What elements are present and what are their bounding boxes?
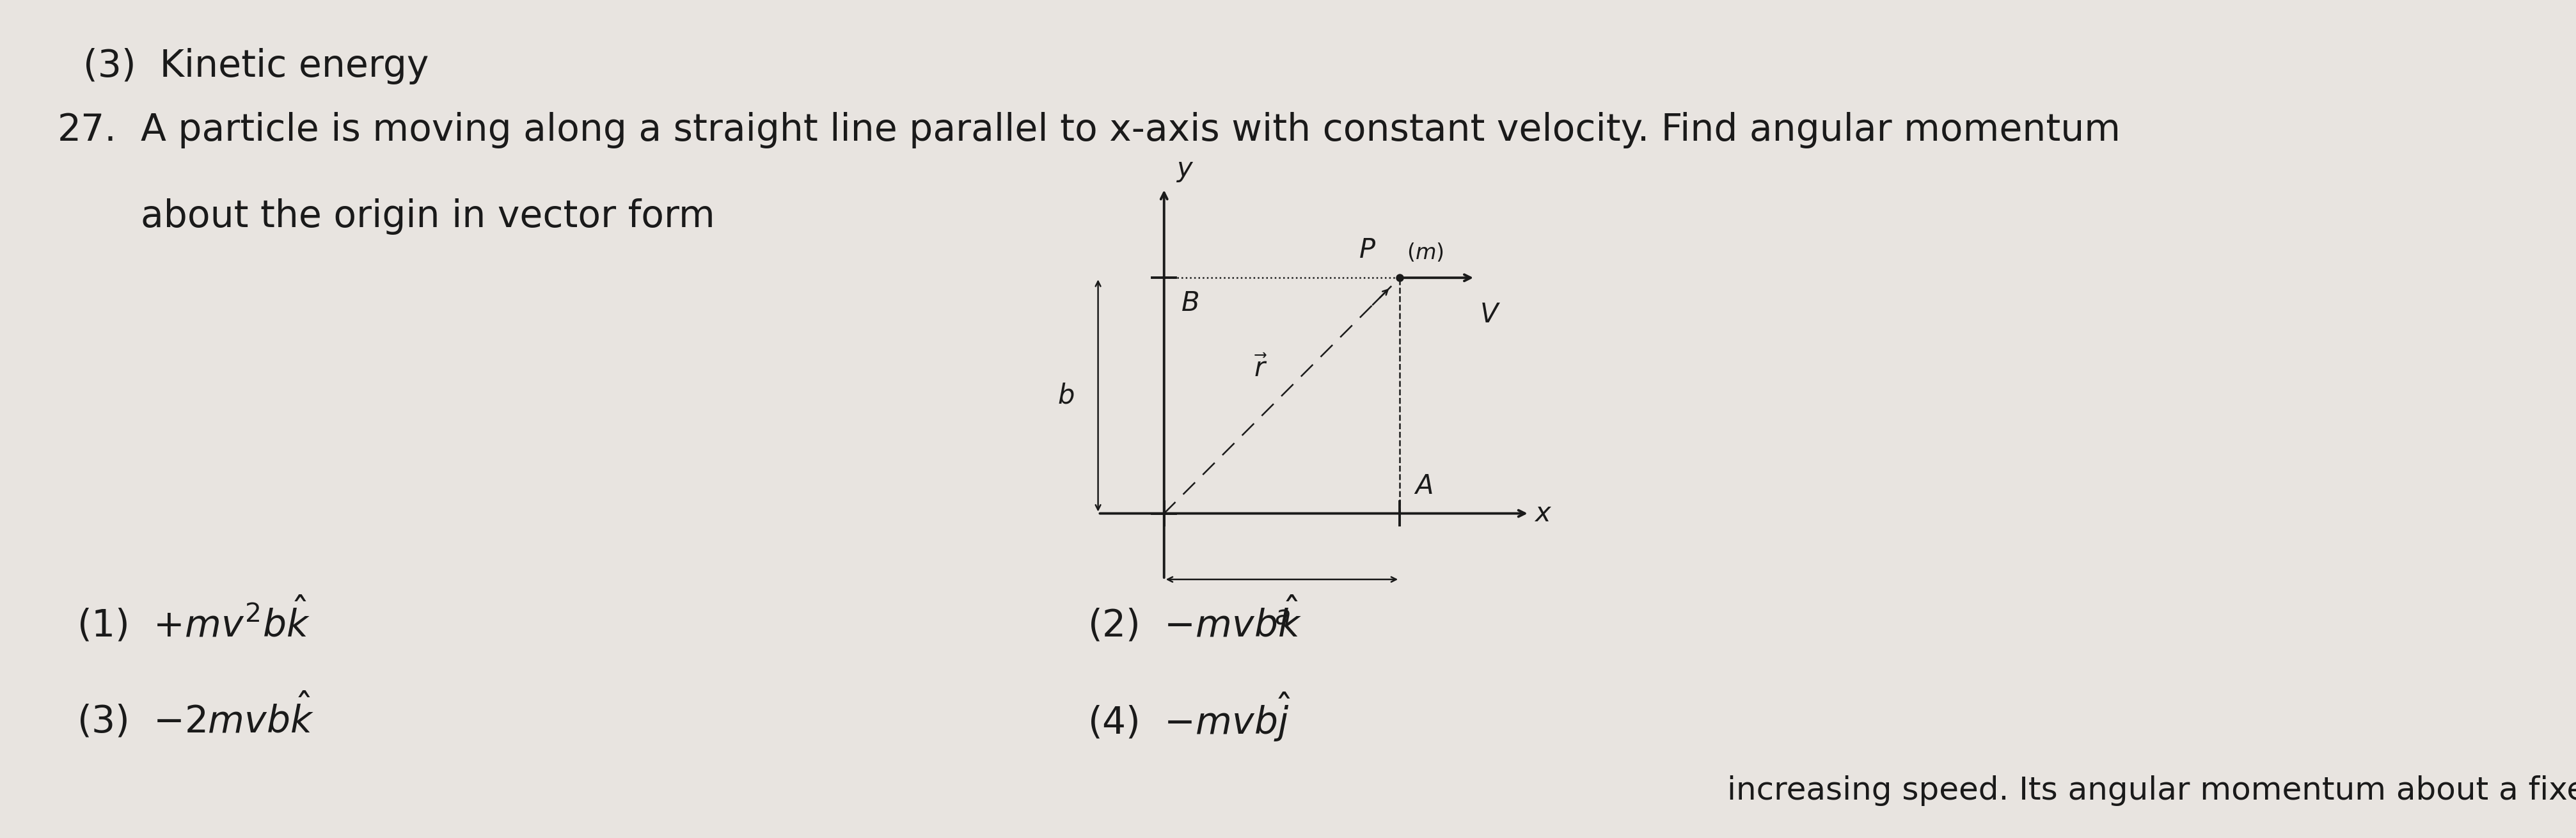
Text: $V$: $V$: [1479, 302, 1502, 328]
Text: increasing speed. Its angular momentum about a fixed point: increasing speed. Its angular momentum a…: [1726, 775, 2576, 806]
Text: (4)  $-mvb\hat{j}$: (4) $-mvb\hat{j}$: [1087, 691, 1291, 743]
Text: 27.: 27.: [57, 112, 116, 148]
Text: $a$: $a$: [1275, 603, 1291, 630]
Text: (3)  Kinetic energy: (3) Kinetic energy: [82, 48, 428, 85]
Text: $B$: $B$: [1180, 290, 1198, 317]
Text: $y$: $y$: [1175, 157, 1193, 184]
Text: A particle is moving along a straight line parallel to x-axis with constant velo: A particle is moving along a straight li…: [142, 112, 2120, 148]
Text: $b$: $b$: [1059, 382, 1074, 409]
Text: $\vec{r}$: $\vec{r}$: [1255, 355, 1267, 382]
Text: $P$: $P$: [1360, 237, 1376, 264]
Text: (3)  $-2mvb\hat{k}$: (3) $-2mvb\hat{k}$: [77, 691, 314, 740]
Text: (2)  $-mvb\hat{k}$: (2) $-mvb\hat{k}$: [1087, 595, 1301, 644]
Text: (1)  $+mv^2b\hat{k}$: (1) $+mv^2b\hat{k}$: [77, 595, 309, 644]
Text: $(m)$: $(m)$: [1406, 242, 1443, 264]
Text: $A$: $A$: [1414, 473, 1432, 499]
Text: $x$: $x$: [1535, 500, 1551, 527]
Text: about the origin in vector form: about the origin in vector form: [142, 199, 716, 235]
